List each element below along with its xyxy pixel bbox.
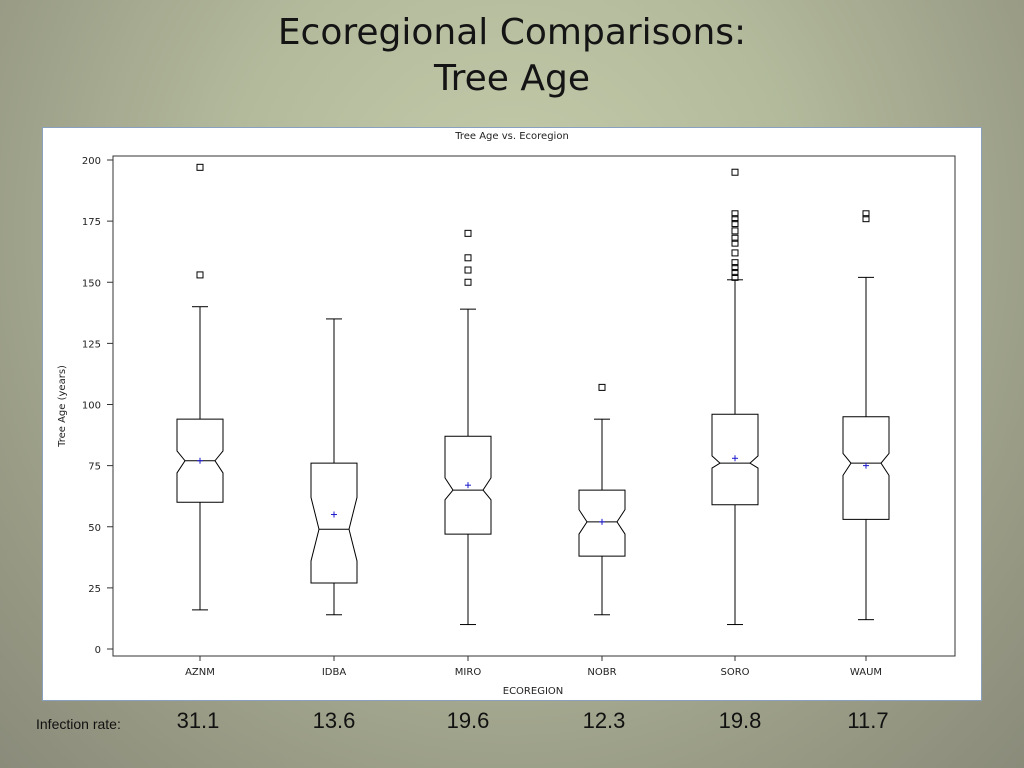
y-tick-label: 0 — [95, 645, 101, 656]
y-axis-label: Tree Age (years) — [57, 365, 68, 448]
notched-box — [444, 435, 492, 535]
outlier-point — [731, 264, 739, 272]
box-series — [176, 163, 890, 626]
outlier-point — [731, 249, 739, 257]
outlier-point — [464, 278, 472, 286]
notched-box — [711, 413, 759, 506]
x-tick-label: MIRO — [455, 667, 482, 678]
infection-rate-row: Infection rate: 31.1 13.6 19.6 12.3 19.8… — [0, 706, 1024, 740]
x-axis: AZNM IDBA MIRO NOBR SORO WAUM — [185, 656, 882, 678]
infection-rate-aznm: 31.1 — [176, 708, 220, 733]
outlier-point — [731, 168, 739, 176]
outlier-point — [464, 254, 472, 262]
outlier-point — [196, 271, 204, 279]
y-tick-label: 175 — [82, 217, 101, 228]
outlier-point — [196, 163, 204, 171]
chart-panel: Tree Age vs. Ecoregion Tree Age (years) … — [42, 127, 982, 701]
outlier-point — [731, 234, 739, 242]
infection-rate-soro: 19.8 — [718, 708, 762, 733]
outlier-point — [464, 229, 472, 237]
notched-box — [578, 489, 626, 557]
notched-box — [310, 462, 358, 584]
box-soro — [711, 168, 759, 626]
y-tick-label: 125 — [82, 339, 101, 350]
box-miro — [444, 229, 492, 626]
x-tick-label: SORO — [720, 667, 749, 678]
outlier-point — [731, 239, 739, 247]
outlier-point — [731, 259, 739, 267]
y-tick-label: 200 — [82, 156, 101, 167]
infection-rate-label: Infection rate: — [36, 716, 121, 732]
outlier-point — [862, 215, 870, 223]
y-tick-label: 50 — [88, 523, 101, 534]
outlier-point — [731, 268, 739, 276]
box-aznm — [176, 163, 224, 611]
x-tick-label: NOBR — [587, 667, 616, 678]
outlier-point — [731, 210, 739, 218]
box-idba — [310, 318, 358, 616]
infection-rate-miro: 19.6 — [446, 708, 490, 733]
x-axis-label: ECOREGION — [503, 686, 564, 697]
slide-title-line1: Ecoregional Comparisons: — [277, 12, 747, 53]
box-nobr — [578, 383, 626, 616]
plot-frame — [112, 155, 956, 657]
x-tick-label: IDBA — [322, 667, 347, 678]
infection-rate-waum: 11.7 — [847, 708, 889, 733]
x-tick-label: AZNM — [185, 667, 215, 678]
slide-title: Ecoregional Comparisons: Tree Age — [0, 10, 1024, 102]
notched-box — [842, 416, 890, 520]
chart-title: Tree Age vs. Ecoregion — [454, 131, 569, 142]
outlier-point — [731, 215, 739, 223]
y-tick-label: 25 — [88, 584, 101, 595]
notched-box — [176, 418, 224, 503]
outlier-point — [731, 227, 739, 235]
x-tick-label: WAUM — [850, 667, 882, 678]
y-tick-label: 150 — [82, 278, 101, 289]
outlier-point — [731, 220, 739, 228]
y-axis: 0 25 50 75 100 125 150 175 200 — [82, 156, 113, 656]
infection-rate-idba: 13.6 — [312, 708, 356, 733]
boxplot-chart: Tree Age vs. Ecoregion Tree Age (years) … — [57, 131, 956, 697]
slide-title-line2: Tree Age — [433, 58, 591, 99]
box-waum — [842, 210, 890, 621]
outlier-point — [731, 273, 739, 281]
outlier-point — [862, 210, 870, 218]
y-tick-label: 75 — [88, 462, 101, 473]
infection-rate-nobr: 12.3 — [582, 708, 626, 733]
outlier-point — [464, 266, 472, 274]
y-tick-label: 100 — [82, 401, 101, 412]
outlier-point — [598, 383, 606, 391]
